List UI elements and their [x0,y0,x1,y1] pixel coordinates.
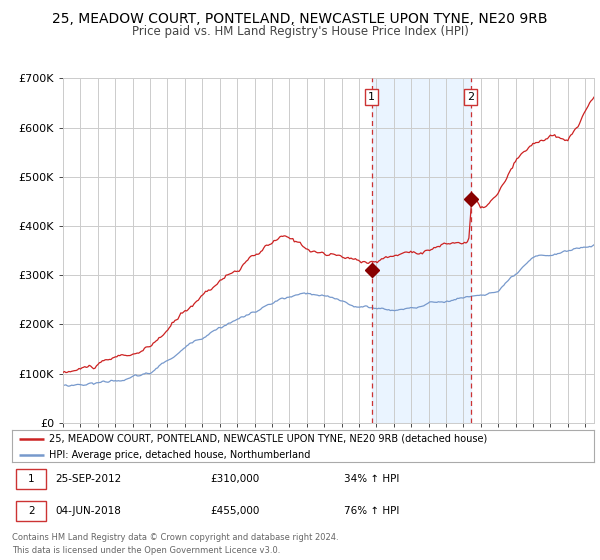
Text: 1: 1 [368,92,375,102]
FancyBboxPatch shape [16,469,46,489]
Text: 25-SEP-2012: 25-SEP-2012 [56,474,122,484]
Text: 25, MEADOW COURT, PONTELAND, NEWCASTLE UPON TYNE, NE20 9RB (detached house): 25, MEADOW COURT, PONTELAND, NEWCASTLE U… [49,433,487,444]
Text: £310,000: £310,000 [210,474,259,484]
Text: 76% ↑ HPI: 76% ↑ HPI [344,506,399,516]
Text: Price paid vs. HM Land Registry's House Price Index (HPI): Price paid vs. HM Land Registry's House … [131,25,469,38]
Text: £455,000: £455,000 [210,506,259,516]
Text: 04-JUN-2018: 04-JUN-2018 [56,506,122,516]
Text: Contains HM Land Registry data © Crown copyright and database right 2024.
This d: Contains HM Land Registry data © Crown c… [12,533,338,554]
Text: 34% ↑ HPI: 34% ↑ HPI [344,474,399,484]
Text: 25, MEADOW COURT, PONTELAND, NEWCASTLE UPON TYNE, NE20 9RB: 25, MEADOW COURT, PONTELAND, NEWCASTLE U… [52,12,548,26]
Text: 2: 2 [467,92,475,102]
Text: HPI: Average price, detached house, Northumberland: HPI: Average price, detached house, Nort… [49,450,310,460]
Bar [371,78,471,423]
FancyBboxPatch shape [16,501,46,521]
Text: 1: 1 [28,474,35,484]
Text: 2: 2 [28,506,35,516]
